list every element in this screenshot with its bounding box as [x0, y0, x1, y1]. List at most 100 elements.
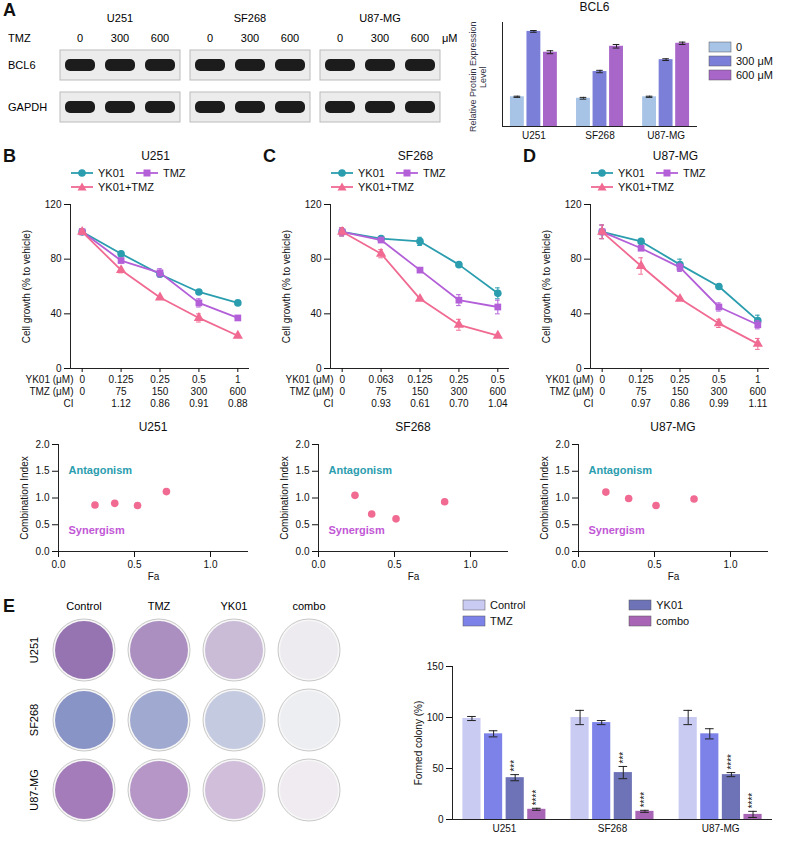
svg-text:***: *** — [509, 760, 520, 772]
svg-text:0.88: 0.88 — [228, 398, 248, 409]
svg-text:Synergism: Synergism — [329, 524, 385, 536]
svg-text:U87-MG: U87-MG — [702, 823, 740, 834]
svg-text:0: 0 — [576, 363, 582, 374]
svg-text:1: 1 — [755, 374, 761, 385]
svg-text:****: **** — [747, 793, 758, 809]
svg-text:1.0: 1.0 — [724, 559, 738, 570]
svg-text:TMZ (μM): TMZ (μM) — [29, 386, 73, 397]
svg-text:0.25: 0.25 — [670, 374, 690, 385]
svg-text:0.93: 0.93 — [371, 398, 391, 409]
svg-text:0: 0 — [339, 374, 345, 385]
svg-text:0.70: 0.70 — [449, 398, 469, 409]
svg-text:150: 150 — [427, 661, 444, 672]
svg-text:Antagonism: Antagonism — [329, 464, 393, 476]
svg-text:80: 80 — [570, 253, 582, 264]
svg-text:0: 0 — [79, 374, 85, 385]
svg-text:U251: U251 — [28, 637, 40, 663]
svg-text:300: 300 — [191, 386, 208, 397]
svg-text:75: 75 — [116, 386, 128, 397]
svg-text:0.0: 0.0 — [556, 546, 570, 557]
svg-text:0.5: 0.5 — [556, 519, 570, 530]
svg-text:Fa: Fa — [408, 571, 420, 582]
svg-text:SF268: SF268 — [585, 130, 615, 141]
svg-text:0.063: 0.063 — [369, 374, 394, 385]
svg-text:SF268: SF268 — [598, 823, 628, 834]
svg-text:300: 300 — [371, 32, 389, 44]
svg-text:150: 150 — [412, 386, 429, 397]
svg-text:600: 600 — [229, 386, 246, 397]
svg-text:BCL6: BCL6 — [8, 59, 36, 71]
svg-text:0.5: 0.5 — [388, 559, 402, 570]
svg-text:80: 80 — [310, 253, 322, 264]
svg-text:2.0: 2.0 — [36, 439, 50, 450]
svg-text:U251: U251 — [492, 823, 516, 834]
svg-text:0: 0 — [339, 386, 345, 397]
svg-text:CI: CI — [324, 398, 334, 409]
svg-text:Antagonism: Antagonism — [69, 464, 133, 476]
svg-text:1.0: 1.0 — [36, 492, 50, 503]
svg-text:SF268: SF268 — [234, 12, 266, 24]
svg-text:0.125: 0.125 — [629, 374, 654, 385]
svg-text:0.0: 0.0 — [52, 559, 66, 570]
svg-text:YK01 (μM): YK01 (μM) — [546, 374, 594, 385]
svg-text:0: 0 — [77, 32, 83, 44]
svg-text:2.0: 2.0 — [556, 439, 570, 450]
svg-text:Synergism: Synergism — [589, 524, 645, 536]
svg-text:Cell growth (% to vehicle): Cell growth (% to vehicle) — [281, 230, 292, 343]
svg-text:0: 0 — [599, 374, 605, 385]
svg-text:Cell growth (% to vehicle): Cell growth (% to vehicle) — [541, 230, 552, 343]
svg-text:Fa: Fa — [668, 571, 680, 582]
svg-text:150: 150 — [672, 386, 689, 397]
svg-text:300: 300 — [111, 32, 129, 44]
svg-text:0.5: 0.5 — [192, 374, 206, 385]
svg-text:600: 600 — [281, 32, 299, 44]
svg-text:0.61: 0.61 — [410, 398, 430, 409]
svg-text:40: 40 — [50, 308, 62, 319]
svg-text:0: 0 — [56, 363, 62, 374]
svg-text:Cell growth (% to vehicle): Cell growth (% to vehicle) — [21, 230, 32, 343]
svg-text:120: 120 — [305, 199, 322, 210]
svg-text:0.5: 0.5 — [712, 374, 726, 385]
svg-text:GAPDH: GAPDH — [8, 101, 47, 113]
svg-text:combo: combo — [292, 600, 325, 612]
svg-text:300: 300 — [711, 386, 728, 397]
svg-text:1.0: 1.0 — [464, 559, 478, 570]
svg-text:SF268: SF268 — [28, 704, 40, 736]
svg-text:0.5: 0.5 — [648, 559, 662, 570]
svg-text:600: 600 — [749, 386, 766, 397]
svg-text:0.0: 0.0 — [572, 559, 586, 570]
svg-text:0: 0 — [337, 32, 343, 44]
svg-text:0.25: 0.25 — [150, 374, 170, 385]
svg-text:****: **** — [726, 754, 737, 770]
svg-text:1.04: 1.04 — [488, 398, 508, 409]
svg-text:0.0: 0.0 — [312, 559, 326, 570]
svg-text:0.5: 0.5 — [296, 519, 310, 530]
svg-text:0.86: 0.86 — [150, 398, 170, 409]
svg-text:U87-MG: U87-MG — [28, 769, 40, 811]
svg-text:1.11: 1.11 — [748, 398, 767, 409]
svg-text:1: 1 — [235, 374, 241, 385]
svg-text:TMZ (μM): TMZ (μM) — [549, 386, 593, 397]
svg-text:1.5: 1.5 — [556, 465, 570, 476]
svg-text:600: 600 — [489, 386, 506, 397]
svg-text:YK01 (μM): YK01 (μM) — [26, 374, 74, 385]
svg-text:0.125: 0.125 — [109, 374, 134, 385]
svg-text:1.0: 1.0 — [556, 492, 570, 503]
svg-text:300: 300 — [451, 386, 468, 397]
svg-text:75: 75 — [376, 386, 388, 397]
svg-text:TMZ: TMZ — [148, 600, 171, 612]
svg-text:120: 120 — [45, 199, 62, 210]
svg-text:0: 0 — [599, 386, 605, 397]
svg-text:40: 40 — [310, 308, 322, 319]
svg-text:75: 75 — [636, 386, 648, 397]
svg-text:YK01: YK01 — [221, 600, 248, 612]
svg-text:1.5: 1.5 — [36, 465, 50, 476]
svg-text:Combination Index: Combination Index — [19, 456, 30, 539]
svg-text:0.5: 0.5 — [491, 374, 505, 385]
svg-text:600: 600 — [411, 32, 429, 44]
svg-text:0.86: 0.86 — [670, 398, 690, 409]
svg-text:300: 300 — [241, 32, 259, 44]
svg-text:Fa: Fa — [148, 571, 160, 582]
svg-text:0.5: 0.5 — [36, 519, 50, 530]
svg-text:Combination Index: Combination Index — [539, 456, 550, 539]
